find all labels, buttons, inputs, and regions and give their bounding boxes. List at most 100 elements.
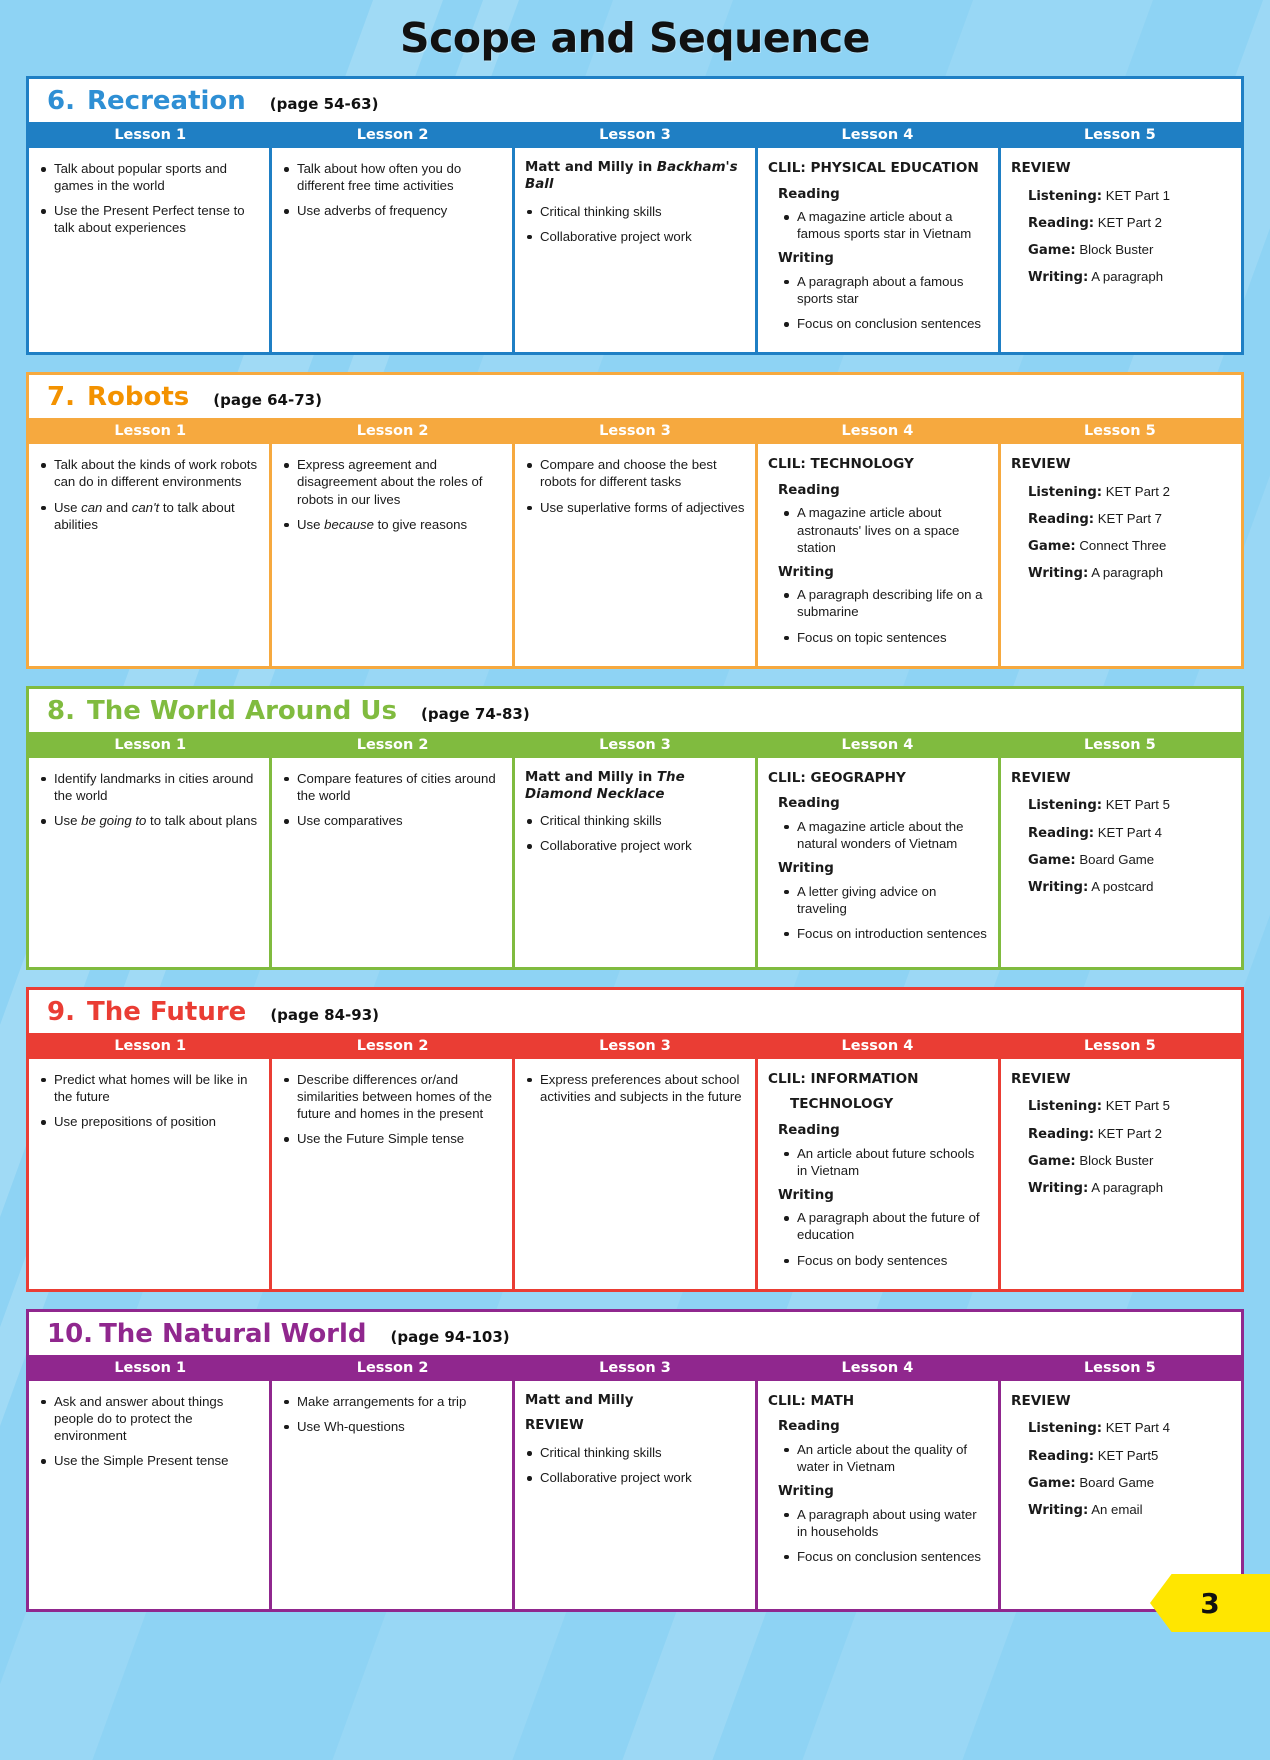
lesson-5-cell: REVIEW Listening: KET Part 2 Reading: KE… bbox=[1001, 444, 1241, 665]
list-item: Use the Present Perfect tense to talk ab… bbox=[39, 202, 259, 236]
lesson-header-2: Lesson 2 bbox=[356, 1037, 429, 1054]
review-label: Writing: bbox=[1028, 879, 1089, 895]
lesson-1-cell: Identify landmarks in cities around the … bbox=[29, 757, 272, 967]
lesson-5-cell: REVIEW Listening: KET Part 5 Reading: KE… bbox=[1001, 758, 1241, 967]
list-item: Use because to give reasons bbox=[282, 516, 502, 533]
lesson-4-cell: CLIL: GEOGRAPHY Reading A magazine artic… bbox=[758, 757, 1001, 967]
lesson-3-cell: Matt and Milly in The Diamond Necklace C… bbox=[515, 757, 758, 967]
lesson-header-1: Lesson 1 bbox=[114, 127, 187, 143]
review-row: Writing: A paragraph bbox=[1028, 564, 1231, 582]
list-item: Use adverbs of frequency bbox=[282, 202, 502, 219]
lesson-header-1: Lesson 1 bbox=[114, 1359, 187, 1376]
lesson-header-row: Lesson 1 Lesson 2 Lesson 3 Lesson 4 Less… bbox=[29, 731, 1241, 758]
list-item: Collaborative project work bbox=[525, 837, 745, 854]
review-row: Writing: An email bbox=[1028, 1501, 1231, 1519]
lesson-3-cell: Compare and choose the best robots for d… bbox=[515, 444, 758, 666]
unit-card-natural-world: 10. The Natural World (page 94-103) Less… bbox=[26, 1308, 1244, 1612]
story-title-italic: Backham's Ball bbox=[525, 160, 738, 192]
list-item: Focus on introduction sentences bbox=[782, 925, 988, 942]
lesson-header-2: Lesson 2 bbox=[356, 1359, 429, 1376]
review-value: A paragraph bbox=[1088, 565, 1164, 581]
list-item: A letter giving advice on traveling bbox=[782, 883, 988, 917]
lesson-header-3: Lesson 3 bbox=[599, 127, 671, 143]
clil-subject: CLIL: PHYSICAL EDUCATION bbox=[768, 160, 979, 176]
unit-card-the-future: 9. The Future (page 84-93) Lesson 1 Less… bbox=[26, 986, 1244, 1292]
writing-label: Writing bbox=[778, 251, 834, 267]
lesson-2-cell: Express agreement and disagreement about… bbox=[272, 444, 515, 666]
list-item: Describe differences or/and similarities… bbox=[282, 1071, 502, 1122]
lesson-header-row: Lesson 1 Lesson 2 Lesson 3 Lesson 4 Less… bbox=[29, 1032, 1241, 1059]
unit-name: The Future bbox=[87, 996, 247, 1027]
review-row: Reading: KET Part 4 bbox=[1028, 824, 1231, 842]
unit-card-robots: 7. Robots (page 64-73) Lesson 1 Lesson 2… bbox=[26, 372, 1244, 669]
writing-label: Writing bbox=[778, 1484, 834, 1500]
story-title: Matt and Milly in Backham's Ball bbox=[525, 160, 745, 194]
lesson-header-4: Lesson 4 bbox=[841, 1359, 914, 1376]
lesson-header-2: Lesson 2 bbox=[356, 736, 429, 753]
review-label: Reading: bbox=[1028, 1126, 1095, 1142]
review-value: KET Part 4 bbox=[1094, 824, 1162, 840]
reading-label: Reading bbox=[778, 1419, 840, 1435]
lesson-header-1: Lesson 1 bbox=[114, 736, 187, 753]
lesson-header-5: Lesson 5 bbox=[1083, 1359, 1156, 1376]
review-label: Listening: bbox=[1028, 1421, 1103, 1437]
list-item: Use Wh-questions bbox=[282, 1418, 502, 1435]
review-label: Game: bbox=[1028, 852, 1076, 868]
review-label: Listening: bbox=[1028, 1099, 1103, 1115]
review-row: Writing: A postcard bbox=[1028, 878, 1231, 896]
unit-number: 6. bbox=[47, 86, 75, 116]
lesson-2-cell: Talk about how often you do different fr… bbox=[272, 148, 515, 353]
list-item: Use the Future Simple tense bbox=[282, 1130, 502, 1147]
review-title: REVIEW bbox=[1011, 1392, 1071, 1409]
lesson-header-4: Lesson 4 bbox=[841, 423, 914, 440]
review-value: KET Part 5 bbox=[1102, 797, 1170, 813]
story-title-plain: Matt and Milly in bbox=[525, 160, 657, 175]
lesson-1-cell: Talk about popular sports and games in t… bbox=[29, 148, 272, 353]
lesson-4-cell: CLIL: PHYSICAL EDUCATION Reading A magaz… bbox=[758, 148, 1001, 353]
list-item: Use prepositions of position bbox=[39, 1113, 259, 1130]
list-item: Talk about the kinds of work robots can … bbox=[39, 456, 259, 490]
page-number-badge: 3 bbox=[1150, 1574, 1270, 1632]
lesson-header-5: Lesson 5 bbox=[1083, 423, 1156, 440]
review-row: Writing: A paragraph bbox=[1028, 268, 1231, 286]
unit-page-range: (page 94-103) bbox=[390, 1327, 510, 1346]
list-item: Predict what homes will be like in the f… bbox=[39, 1071, 259, 1105]
lesson-body-row: Identify landmarks in cities around the … bbox=[29, 757, 1241, 967]
clil-subject: CLIL: TECHNOLOGY bbox=[768, 456, 914, 473]
clil-subject: CLIL: MATH bbox=[768, 1392, 855, 1409]
lesson-body-row: Ask and answer about things people do to… bbox=[29, 1380, 1241, 1609]
review-row: Game: Connect Three bbox=[1028, 537, 1231, 555]
lesson-4-cell: CLIL: TECHNOLOGY Reading A magazine arti… bbox=[758, 444, 1001, 666]
list-item: Focus on topic sentences bbox=[782, 629, 988, 646]
review-label: Reading: bbox=[1028, 215, 1095, 231]
lesson-3-cell: Matt and Milly in Backham's Ball Critica… bbox=[515, 148, 758, 353]
review-row: Game: Board Game bbox=[1028, 1474, 1231, 1492]
review-label: Writing: bbox=[1028, 270, 1089, 286]
review-row: Listening: KET Part 5 bbox=[1028, 1097, 1231, 1115]
lesson-5-cell: REVIEW Listening: KET Part 4 Reading: KE… bbox=[1001, 1381, 1241, 1609]
lesson-header-3: Lesson 3 bbox=[599, 1359, 671, 1376]
list-item: Use can and can't to talk about abilitie… bbox=[39, 499, 259, 533]
lesson-header-4: Lesson 4 bbox=[841, 127, 914, 143]
unit-header: 8. The World Around Us (page 74-83) bbox=[29, 688, 1241, 732]
lesson-3-cell: Matt and Milly REVIEW Critical thinking … bbox=[515, 1380, 758, 1609]
review-row: Game: Block Buster bbox=[1028, 241, 1231, 259]
review-value: A postcard bbox=[1088, 878, 1154, 894]
list-item: Make arrangements for a trip bbox=[282, 1393, 502, 1410]
list-item: A paragraph about the future of educatio… bbox=[782, 1209, 988, 1243]
list-item: Focus on conclusion sentences bbox=[782, 315, 988, 332]
unit-card-recreation: 6. Recreation (page 54-63) Lesson 1 Less… bbox=[26, 76, 1244, 356]
list-item: Express agreement and disagreement about… bbox=[282, 456, 502, 507]
lesson-header-5: Lesson 5 bbox=[1083, 127, 1156, 143]
review-value: KET Part 2 bbox=[1102, 483, 1170, 499]
review-row: Listening: KET Part 4 bbox=[1028, 1419, 1231, 1437]
reading-label: Reading bbox=[778, 1123, 840, 1139]
unit-header: 6. Recreation (page 54-63) bbox=[29, 79, 1241, 122]
unit-page-range: (page 54-63) bbox=[269, 95, 379, 113]
unit-card-world-around-us: 8. The World Around Us (page 74-83) Less… bbox=[26, 685, 1244, 970]
review-row: Writing: A paragraph bbox=[1028, 1179, 1231, 1197]
list-item: Identify landmarks in cities around the … bbox=[39, 770, 259, 804]
review-row: Reading: KET Part 2 bbox=[1028, 214, 1231, 232]
review-value: Board Game bbox=[1075, 1474, 1155, 1490]
lesson-header-5: Lesson 5 bbox=[1083, 1037, 1156, 1054]
